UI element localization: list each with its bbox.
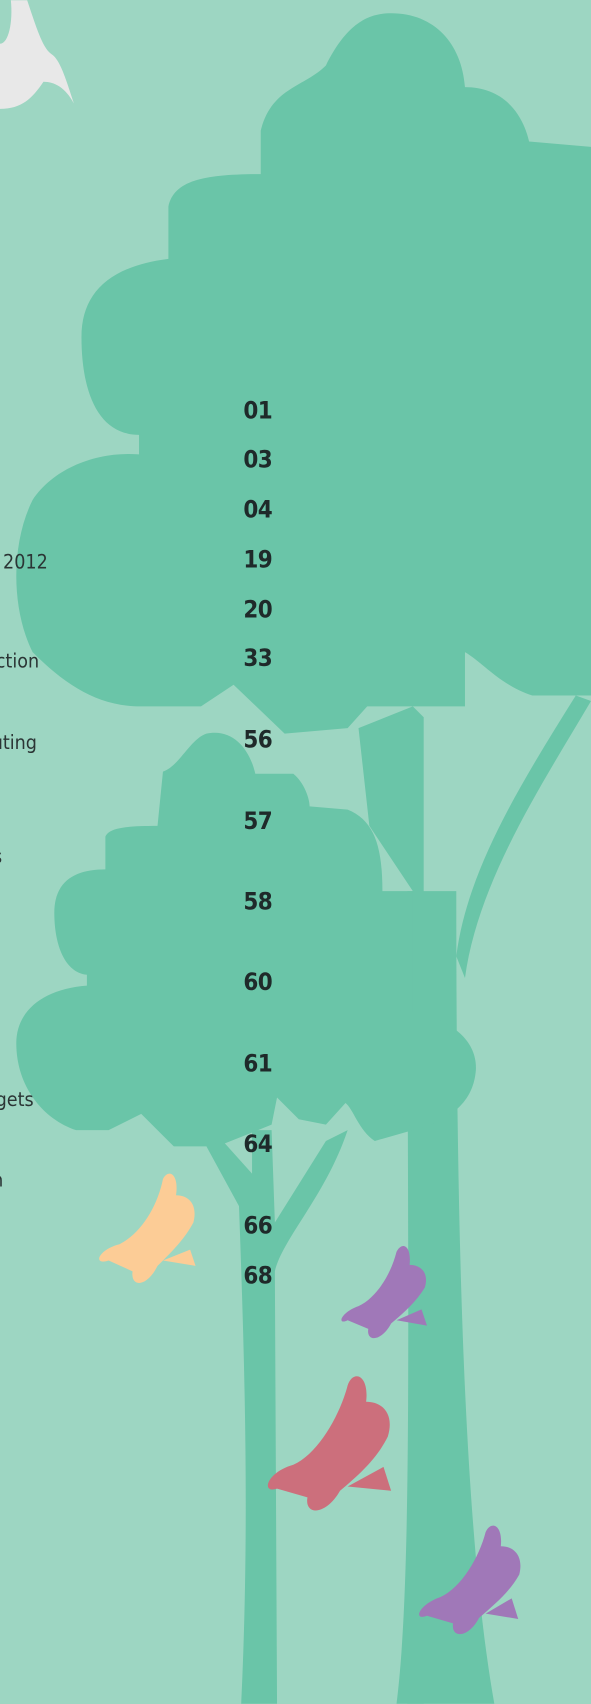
toc-label: uting bbox=[0, 731, 37, 754]
page-number: 61 bbox=[243, 1049, 272, 1077]
toc-label: s bbox=[0, 845, 2, 868]
page-number: 33 bbox=[243, 644, 272, 672]
toc-label: ction bbox=[0, 649, 39, 672]
page-number: 03 bbox=[243, 445, 272, 473]
toc-label: s 2012 bbox=[0, 550, 48, 573]
page-number: 56 bbox=[243, 726, 272, 754]
page-number: 01 bbox=[243, 397, 272, 425]
page-number: 57 bbox=[243, 807, 272, 835]
page-number: 20 bbox=[243, 595, 272, 623]
page-number: 66 bbox=[243, 1211, 272, 1239]
page-number: 04 bbox=[243, 495, 272, 523]
page-number: 68 bbox=[243, 1261, 272, 1289]
page: {"toc": {"labels": ["s 2012", "ction", "… bbox=[0, 0, 591, 1704]
page-number: 58 bbox=[243, 888, 272, 916]
contents-illustration: s 2012 ction uting s gets n 01 03 04 19 20 33… bbox=[0, 0, 591, 1704]
page-number: 19 bbox=[243, 545, 272, 573]
page-number: 64 bbox=[243, 1130, 272, 1158]
toc-label: n bbox=[0, 1169, 3, 1192]
page-number: 60 bbox=[243, 968, 272, 996]
